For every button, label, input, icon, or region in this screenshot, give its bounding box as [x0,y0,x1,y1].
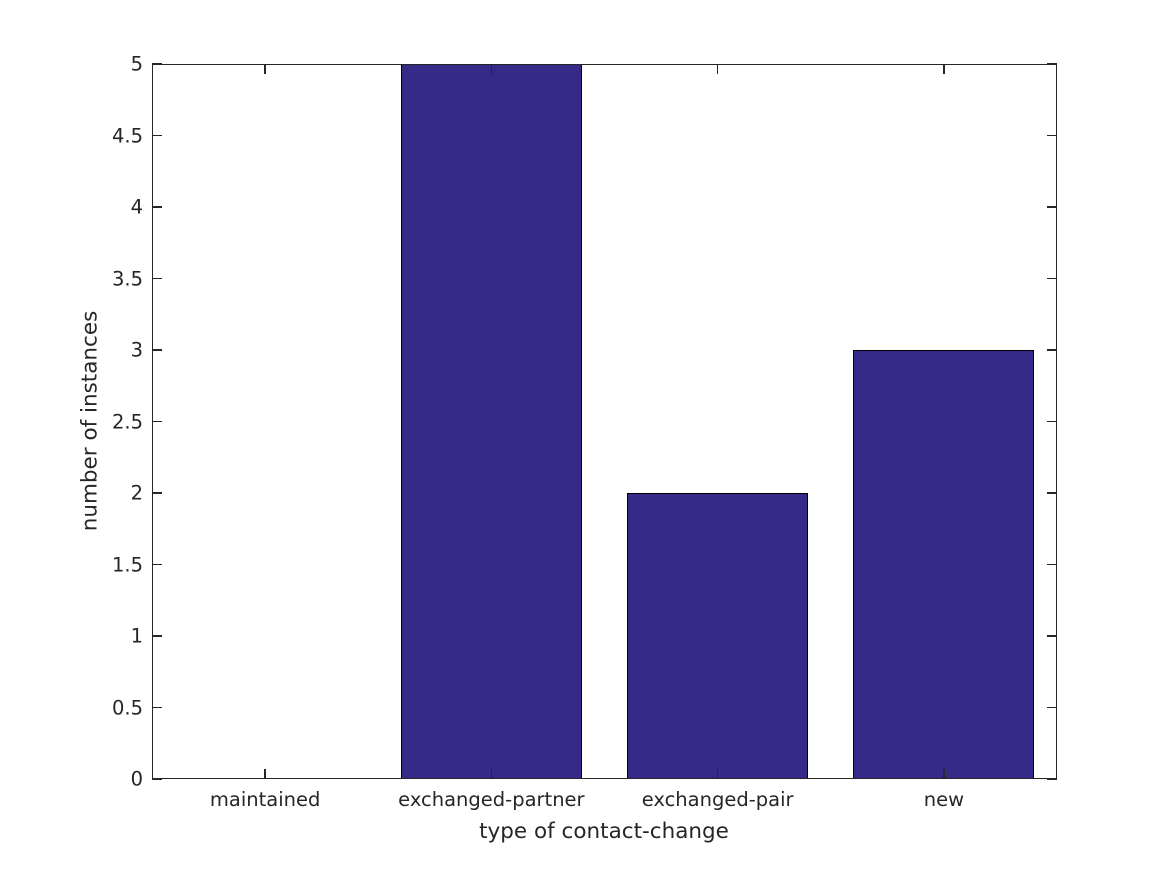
y-tick-label: 3 [130,338,143,362]
y-tick-label: 2 [130,481,143,505]
y-tick-mark-right [1047,706,1057,709]
y-tick-mark-right [1047,492,1057,494]
bar-exchanged-partner [400,64,582,779]
x-tick-label: new [923,788,965,811]
y-tick-mark-right [1047,349,1057,351]
bar-new [853,350,1035,779]
y-tick-label: 0.5 [111,695,143,719]
y-tick-mark-right [1047,635,1057,637]
y-tick-label: 3.5 [111,266,143,290]
bar-exchanged-pair [627,493,809,779]
y-tick-label: 4.5 [111,123,143,147]
y-tick-mark [152,63,162,65]
y-tick-mark [152,492,162,494]
y-tick-mark-right [1047,778,1057,780]
y-tick-label: 4 [130,195,143,219]
y-tick-mark [152,563,162,566]
x-tick-mark [716,769,719,779]
y-tick-mark [152,277,162,280]
x-tick-mark [264,769,266,779]
x-tick-mark-top [490,64,493,74]
y-tick-label: 2.5 [111,409,143,433]
x-tick-mark [490,769,493,779]
y-tick-mark-right [1047,206,1057,208]
y-tick-label: 0 [130,767,143,791]
y-tick-mark-right [1047,63,1057,65]
y-tick-mark-right [1047,420,1057,423]
y-tick-mark-right [1047,277,1057,280]
x-tick-mark-top [716,64,719,74]
x-tick-mark-top [943,64,945,74]
y-tick-mark [152,706,162,709]
y-tick-mark [152,134,162,137]
y-tick-mark-right [1047,134,1057,137]
y-tick-mark [152,206,162,208]
y-tick-mark-right [1047,563,1057,566]
x-tick-label: exchanged-partner [398,788,585,811]
y-tick-mark [152,778,162,780]
x-tick-label: maintained [209,788,321,811]
x-axis-label: type of contact-change [479,819,729,844]
x-tick-label: exchanged-pair [641,788,794,811]
y-tick-mark [152,420,162,423]
y-tick-mark [152,635,162,637]
y-tick-label: 5 [130,52,143,76]
x-tick-mark [943,769,945,779]
x-tick-mark-top [264,64,266,74]
y-tick-label: 1.5 [111,552,143,576]
y-tick-label: 1 [130,624,143,648]
y-tick-mark [152,349,162,351]
